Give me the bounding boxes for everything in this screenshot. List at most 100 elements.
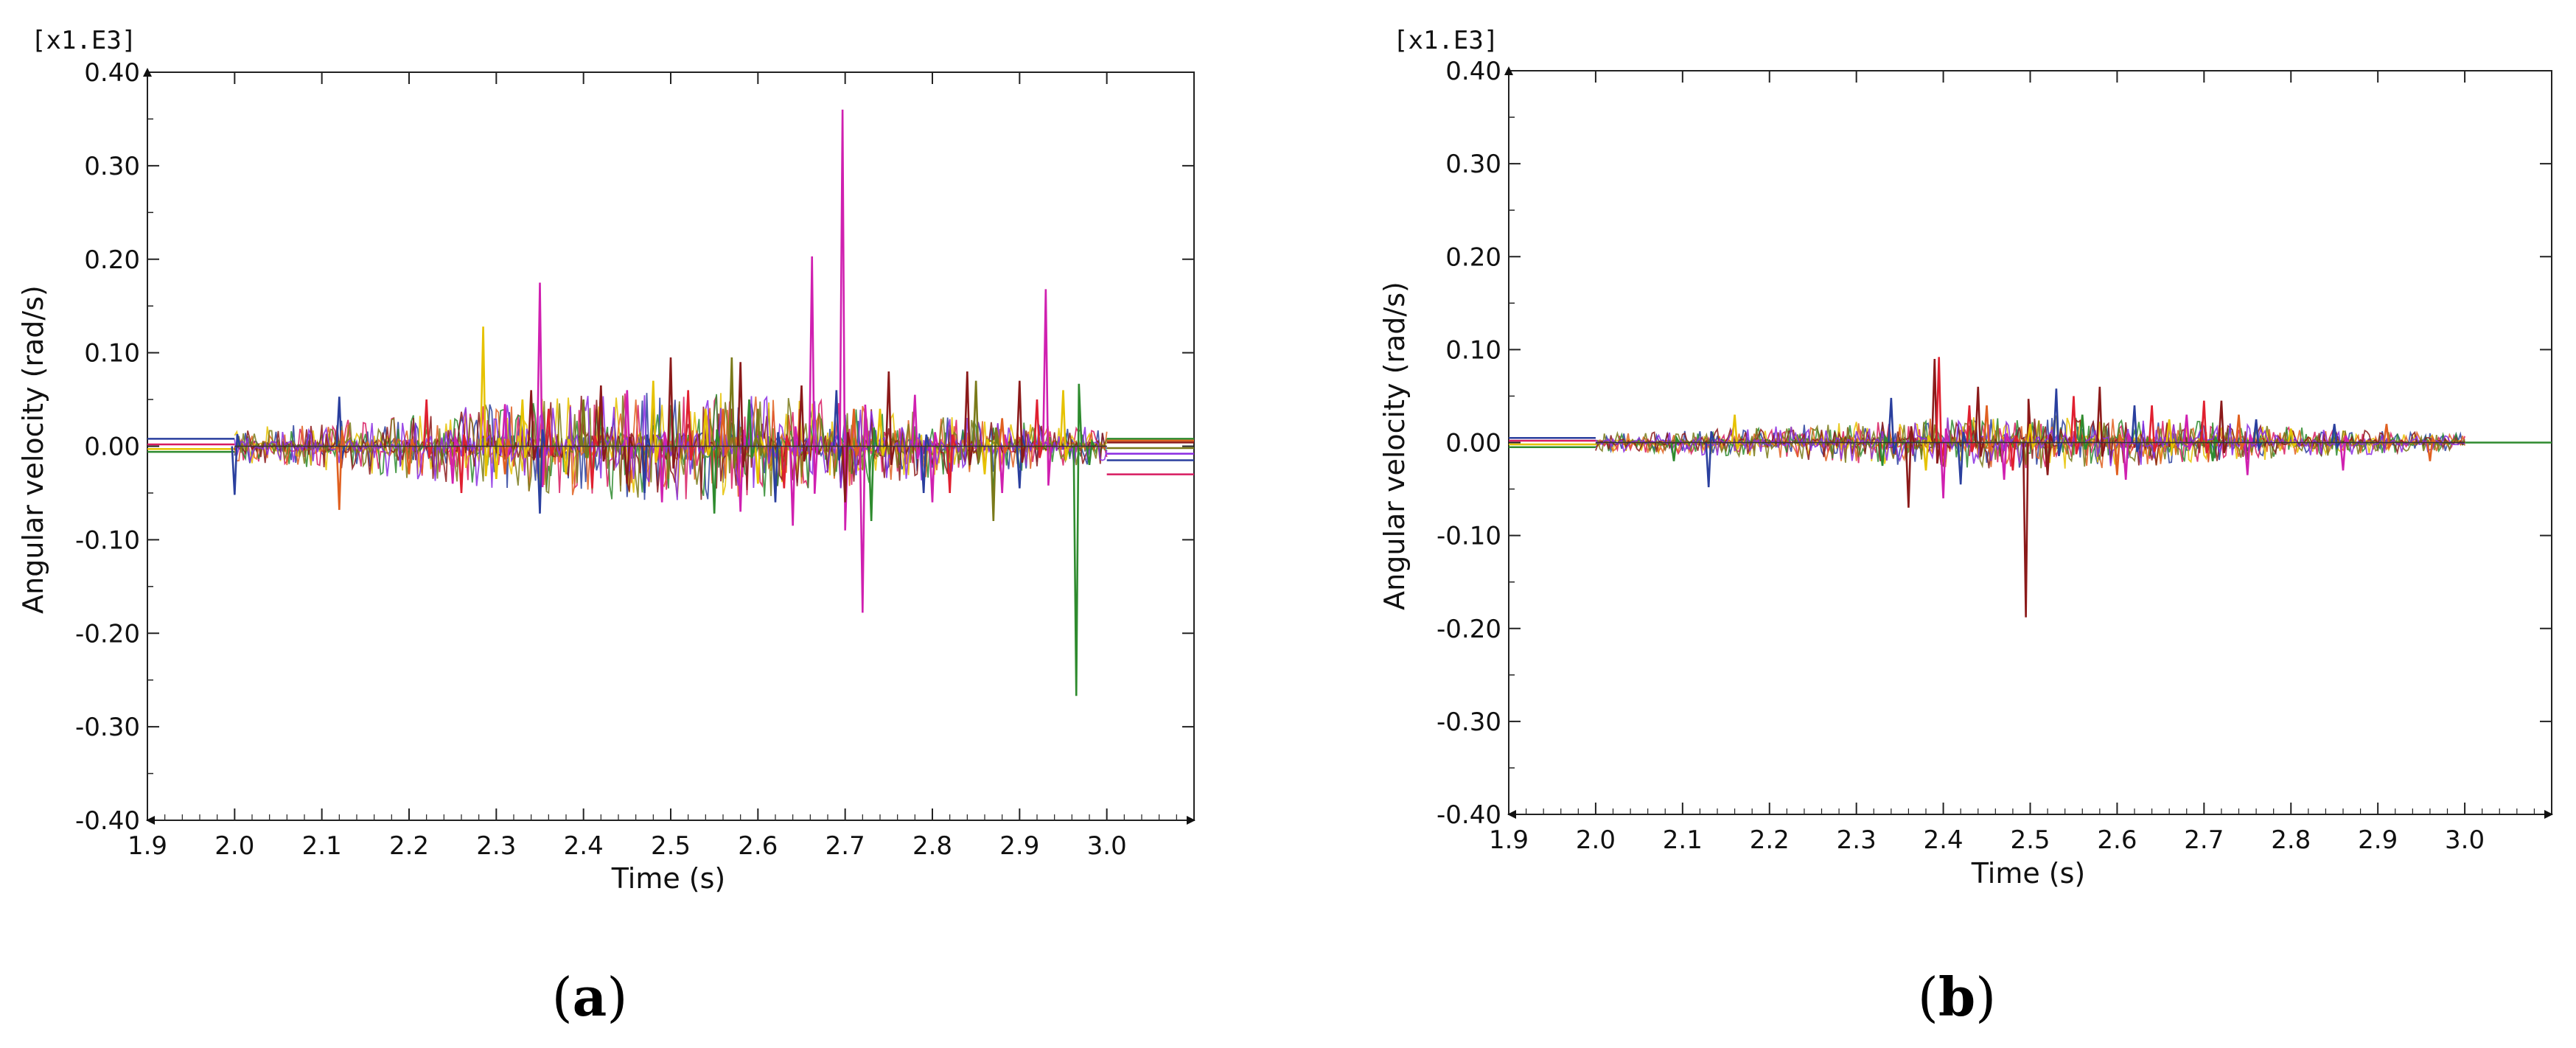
y-tick-label-a: 0.00 bbox=[84, 433, 140, 462]
spike-mark-a bbox=[868, 427, 878, 522]
spike-mark-a bbox=[623, 390, 634, 461]
spike-mark-a bbox=[998, 434, 1009, 494]
spike-mark-a bbox=[850, 408, 860, 456]
spike-mark-a bbox=[518, 399, 529, 458]
x-axis-title-a: Time (s) bbox=[611, 862, 726, 895]
spike-mark-a bbox=[1016, 380, 1026, 463]
spike-mark-a bbox=[719, 408, 730, 456]
spike-mark-a bbox=[479, 326, 489, 477]
spike-mark-b bbox=[1731, 414, 1741, 450]
spike-mark-a bbox=[754, 436, 764, 484]
spike-mark-b bbox=[2287, 428, 2297, 449]
spike-mark-b bbox=[1670, 435, 1680, 461]
spike-mark-a bbox=[458, 434, 468, 494]
spike-mark-b bbox=[2244, 434, 2254, 475]
spike-mark-b bbox=[1957, 431, 1967, 485]
spike-mark-a bbox=[1086, 438, 1096, 466]
spike-mark-a bbox=[335, 430, 346, 510]
y-tick-label-a: 0.30 bbox=[84, 152, 140, 181]
spike-mark-b bbox=[2122, 433, 2132, 481]
spike-mark-a bbox=[501, 439, 512, 475]
spike-mark-a bbox=[911, 394, 921, 460]
spike-mark-a bbox=[789, 426, 800, 526]
spike-mark-b bbox=[2252, 419, 2263, 453]
spike-mark-a bbox=[920, 434, 930, 494]
y-tick-label-b: 0.10 bbox=[1445, 335, 1501, 365]
spike-mark-a bbox=[780, 435, 791, 489]
spike-mark-a bbox=[963, 371, 974, 466]
spike-mark-b bbox=[2331, 424, 2341, 450]
x-axis-right-arrow-icon-a bbox=[1187, 816, 1195, 825]
y-tick-label-a: -0.30 bbox=[75, 713, 140, 742]
x-tick-label-a: 1.9 bbox=[128, 831, 167, 861]
x-tick-label-a: 2.5 bbox=[651, 831, 691, 861]
spike-mark-b bbox=[2078, 414, 2089, 450]
spike-mark-a bbox=[859, 404, 869, 613]
spike-mark-a bbox=[597, 385, 607, 462]
spike-mark-a bbox=[545, 408, 555, 456]
spike-mark-b bbox=[2009, 435, 2020, 471]
spike-mark-b bbox=[2218, 400, 2228, 454]
y-tick-label-b: 0.40 bbox=[1445, 57, 1501, 86]
spike-mark-a bbox=[832, 390, 843, 461]
spike-mark-a bbox=[772, 432, 782, 503]
spike-mark-b bbox=[1939, 428, 1950, 499]
y-tick-label-a: 0.40 bbox=[84, 58, 140, 88]
spike-mark-b bbox=[1905, 426, 1915, 508]
spike-mark-a bbox=[946, 434, 957, 494]
spike-mark-a bbox=[808, 256, 819, 494]
x-tick-label-a: 2.3 bbox=[476, 831, 516, 861]
x-tick-label-a: 2.6 bbox=[738, 831, 778, 861]
y-tick-label-a: -0.40 bbox=[75, 806, 140, 836]
spike-mark-b bbox=[2339, 435, 2350, 471]
spike-mark-b bbox=[1966, 405, 1976, 453]
spike-mark-a bbox=[876, 408, 887, 456]
chart-panel-a: [x1.E3] Angular velocity (rad/s) Time (s… bbox=[17, 26, 1195, 1028]
spike-mark-a bbox=[998, 418, 1008, 454]
spike-mark-a bbox=[841, 432, 852, 503]
spike-mark-b bbox=[2200, 400, 2210, 454]
spike-mark-b bbox=[1887, 397, 1898, 454]
spike-mark-b bbox=[2209, 435, 2219, 461]
x-tick-label-a: 2.4 bbox=[564, 831, 604, 861]
spike-mark-a bbox=[972, 380, 982, 463]
caption-a: (a) bbox=[552, 965, 628, 1028]
series-line-a bbox=[234, 395, 1108, 500]
y-axis-arrow-icon-b bbox=[1504, 66, 1513, 75]
spike-mark-a bbox=[1033, 399, 1044, 458]
spike-mark-b bbox=[2148, 405, 2158, 453]
x-tick-label-b: 2.1 bbox=[1663, 825, 1703, 855]
spike-mark-a bbox=[1059, 390, 1069, 461]
spike-mark-a bbox=[797, 385, 808, 462]
y-tick-label-b: 0.20 bbox=[1445, 242, 1501, 272]
spike-mark-a bbox=[736, 362, 747, 468]
spike-mark-a bbox=[1041, 289, 1053, 486]
spike-mark-a bbox=[623, 436, 634, 484]
spike-mark-a bbox=[231, 433, 241, 495]
x-axis-right-arrow-icon-b bbox=[2544, 810, 2553, 819]
spike-mark-b bbox=[2044, 434, 2054, 475]
spike-mark-b bbox=[2095, 386, 2106, 457]
spike-mark-b bbox=[1974, 386, 1985, 457]
y-axis-title-b: Angular velocity (rad/s) bbox=[1378, 282, 1411, 610]
y-tick-label-a: 0.10 bbox=[84, 339, 140, 368]
spike-mark-a bbox=[536, 282, 546, 488]
spike-mark-a bbox=[884, 371, 896, 466]
spike-mark-b bbox=[1922, 435, 1933, 471]
y-tick-label-b: -0.20 bbox=[1437, 615, 1501, 644]
multiplier-label-b: [x1.E3] bbox=[1393, 26, 1498, 55]
spike-mark-a bbox=[745, 399, 755, 458]
spike-mark-a bbox=[981, 439, 991, 475]
x-tick-label-b: 2.4 bbox=[1924, 825, 1964, 855]
y-tick-label-b: 0.00 bbox=[1445, 429, 1501, 458]
x-axis-left-arrow-icon-b bbox=[1507, 810, 1516, 819]
spike-mark-b bbox=[1935, 357, 1946, 464]
spike-mark-a bbox=[1072, 383, 1083, 696]
y-axis-arrow-icon-a bbox=[143, 68, 152, 77]
x-tick-label-b: 2.3 bbox=[1837, 825, 1877, 855]
spike-mark-b bbox=[2235, 414, 2245, 450]
x-tick-label-b: 2.9 bbox=[2358, 825, 2398, 855]
spike-mark-a bbox=[579, 399, 590, 458]
x-tick-label-a: 2.8 bbox=[912, 831, 952, 861]
spike-mark-b bbox=[2000, 433, 2011, 481]
